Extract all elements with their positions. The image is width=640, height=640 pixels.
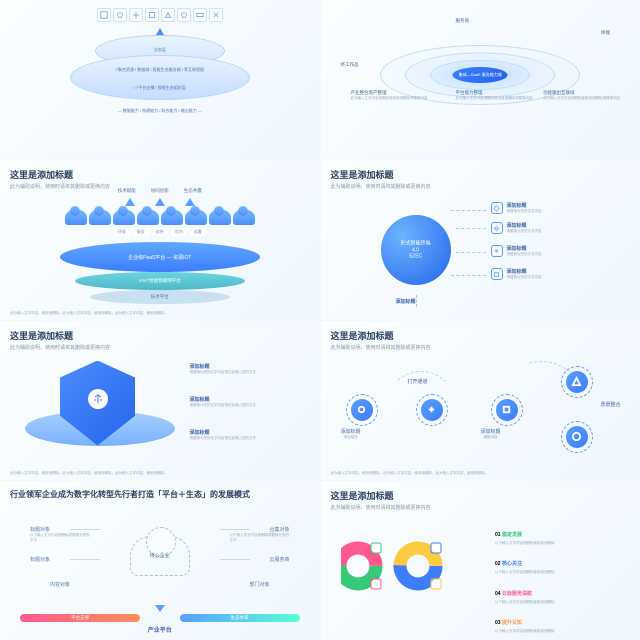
bar-left: 平台支撑 [20,614,140,622]
callout: 添加标题 [396,298,416,305]
cloud-row [65,210,255,225]
ripple-node: 平台能力整理此为输入文字内容请删除使用或请删除请替换内容 [456,90,533,101]
callout: 添加标题请替换为您的文字内容 [491,245,542,257]
gear-icon [491,222,503,234]
title: 这里是添加标题 [10,329,310,342]
bottom-label: 产业平台 [148,625,172,634]
top-labels: 技术赋能协同创新生态共赢 [118,188,202,194]
slide-cycle: 这里是添加标题 此为辅助说明，使用时请将其删除或更换内容 添加标题添加描述 打开… [321,321,640,480]
bar-right: 生态体系 [180,614,300,622]
layer-tech: 技术平台 [90,290,230,304]
core-cloud: 核心企业 [130,536,190,576]
slide-layered-cone: 业务层 T聚合资源 I 数据域 I 智能生态服务端 I 等互联视图 I T平台支… [0,0,320,159]
callout: 添加标题请替换为您的文字内容 [491,268,542,280]
title: 这里是添加标题 [10,168,310,181]
layer-miot: mIoT智能物联网平台 [75,272,245,290]
icon-boxes [97,8,223,22]
cycle-node [561,366,593,398]
slide-sphere-callouts: 这里是添加标题 此为辅助说明，使用时请将其删除或更换内容 形式智能终端4.0SZ… [321,160,640,319]
slide-shield: 这里是添加标题 此为辅助说明，使用时请将其删除或更换内容 添加标题请替换为您的文… [0,321,320,480]
core-sphere: 形式智能终端4.0SZEC [381,215,451,285]
title: 这里是添加标题 [331,489,631,502]
title: 行业领军企业成为数字化转型先行者打造「平台＋生态」的发展模式 [10,489,310,500]
slide-platform-layers: 这里是添加标题 此为辅助说明，使用时请将其删除或更换内容 技术赋能协同创新生态共… [0,160,320,319]
callout: 添加标题请替换为您的文字内容请在此输入您的文字 [190,363,300,375]
cycle-node [416,394,448,426]
slide-ripples: 集成—SaaS 服务能力域 服务商 终端 终工作品 产业整合资产整理此为输入文字… [321,0,640,159]
subtitle: 此为辅助说明，使用时请将其删除或更换内容 [10,344,310,351]
diamond-icon [491,202,503,214]
title: 这里是添加标题 [331,168,631,181]
ripple-node: 服务商 [456,18,470,24]
cycle-node [561,421,593,453]
chip-row: 环保安全 对外对内 对客 [114,228,206,236]
slide-core-star: 行业领军企业成为数字化转型先行者打造「平台＋生态」的发展模式 核心企业 标题对象… [0,481,320,640]
link-icon [491,245,503,257]
ripple-node: 终工作品 [341,62,359,68]
cycle-node [346,394,378,426]
callout: 添加标题请替换为您的文字内容请在此输入您的文字 [190,396,300,408]
subtitle: 此为辅助说明，使用时请将其删除或更换内容 [331,344,631,351]
scale-icon [88,389,108,409]
callout: 添加标题请替换为您的文字内容请在此输入您的文字 [190,429,300,441]
cycle-node [491,394,523,426]
down-arrow-icon [155,605,165,612]
cone-lower [70,55,250,100]
infinity-chart [341,531,471,601]
callout: 添加标题请替换为您的文字内容 [491,202,542,214]
quad-list: 01 稳定发展以下输入文字内容请删除使用或请删除 02 核心关注以下输入文字内容… [495,523,625,640]
ripple-node: 终端 [601,30,610,36]
ripple-node: 产业整合资产整理此为输入文字内容请删除使用或请删除请替换内容 [351,90,428,101]
callout: 添加标题请替换为您的文字内容 [491,222,542,234]
ripple-node: 功能输出互联域此为输入文字内容请删除使用或请删除请替换内容 [543,90,620,101]
layer-paas: 企业级PaaS平台 — 资源IOT [60,242,260,272]
title: 这里是添加标题 [331,329,631,342]
chip-icon [491,268,503,280]
subtitle: 此为辅助说明，使用时请将其删除或更换内容 [331,504,631,511]
subtitle: 此为辅助说明，使用时请将其删除或更换内容 [331,183,631,190]
slide-infinity: 这里是添加标题 此为辅助说明，使用时请将其删除或更换内容 01 稳定发展以下输入… [321,481,640,640]
